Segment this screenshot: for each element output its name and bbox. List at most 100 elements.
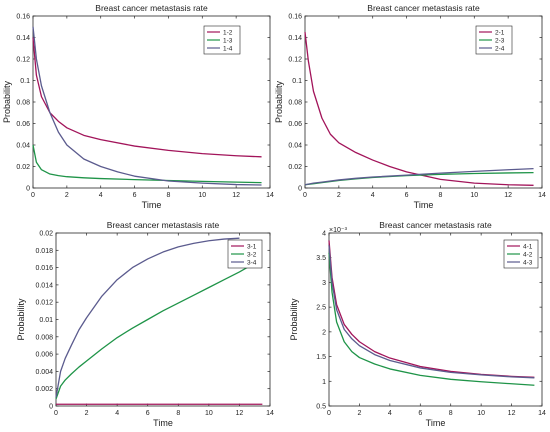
x-tick-label: 0 (31, 192, 35, 199)
y-tick-label: 0.014 (35, 282, 53, 289)
x-tick-label: 6 (146, 410, 150, 417)
y-tick-label: 0.04 (288, 143, 302, 150)
x-axis-label: Time (426, 418, 446, 428)
y-tick-label: 0.16 (288, 14, 302, 21)
y-tick-label: 0.06 (16, 121, 30, 128)
x-tick-label: 12 (236, 410, 244, 417)
y-tick-label: 0.06 (288, 121, 302, 128)
x-tick-label: 2 (85, 410, 89, 417)
x-tick-label: 14 (266, 192, 274, 199)
legend: 2-12-32-4 (475, 25, 513, 55)
y-tick-label: 1.5 (316, 354, 326, 361)
y-tick-label: 3 (322, 280, 326, 287)
y-tick-label: 0.004 (35, 369, 53, 376)
y-tick-label: 0.012 (35, 300, 53, 307)
x-tick-label: 2 (357, 410, 361, 417)
chart-title: Breast cancer metastasis rate (367, 3, 480, 13)
x-tick-label: 10 (205, 410, 213, 417)
x-tick-label: 0 (54, 410, 58, 417)
y-tick-label: 0.002 (35, 386, 53, 393)
y-tick-label: 0.12 (288, 57, 302, 64)
series-line-4-3 (328, 245, 535, 379)
x-tick-label: 6 (405, 192, 409, 199)
x-tick-label: 10 (470, 192, 478, 199)
y-axis-label: Probability (274, 80, 284, 123)
y-tick-label: 0.14 (16, 35, 30, 42)
legend: 3-13-23-4 (227, 239, 263, 269)
x-tick-label: 14 (538, 410, 546, 417)
series-line-3-4 (55, 237, 240, 398)
y-tick-label: 0.5 (316, 404, 326, 411)
legend-label: 3-4 (247, 259, 257, 266)
legend-label: 4-1 (523, 243, 533, 250)
y-tick-label: 0.018 (35, 248, 53, 255)
x-tick-label: 4 (99, 192, 103, 199)
legend: 1-21-31-4 (203, 25, 241, 55)
legend-label: 2-1 (495, 29, 505, 36)
series-line-3-2 (55, 267, 248, 400)
legend: 4-14-24-3 (503, 239, 539, 269)
y-tick-label: 4 (322, 231, 326, 238)
series-line-2-4 (304, 168, 534, 186)
x-tick-label: 2 (337, 192, 341, 199)
x-tick-label: 4 (371, 192, 375, 199)
x-axis-label: Time (414, 200, 434, 210)
series-line-2-1 (304, 32, 534, 186)
y-tick-label: 0.006 (35, 352, 53, 359)
x-tick-label: 0 (303, 192, 307, 199)
x-tick-label: 6 (418, 410, 422, 417)
legend-label: 3-2 (247, 251, 257, 258)
y-tick-label: 0.14 (288, 35, 302, 42)
y-tick-label: 3.5 (316, 255, 326, 262)
x-tick-label: 8 (449, 410, 453, 417)
x-tick-label: 4 (388, 410, 392, 417)
chart-panel-1: Breast cancer metastasis rate 0 2 4 6 8 10 12 14… (2, 3, 274, 210)
y-tick-label: 0.016 (35, 265, 53, 272)
y-tick-label: 0.08 (16, 100, 30, 107)
chart-title: Breast cancer metastasis rate (107, 220, 220, 230)
x-tick-label: 10 (198, 192, 206, 199)
y-tick-label: 0.08 (288, 100, 302, 107)
y-tick-label: 0 (49, 404, 53, 411)
legend-label: 3-1 (247, 243, 257, 250)
y-tick-label: 1 (322, 379, 326, 386)
x-tick-label: 14 (266, 410, 274, 417)
x-tick-label: 0 (327, 410, 331, 417)
y-tick-label: 0.1 (292, 78, 302, 85)
series-line-1-4 (32, 26, 262, 186)
chart-title: Breast cancer metastasis rate (379, 220, 492, 230)
y-tick-label: 0.008 (35, 334, 53, 341)
y-tick-label: 0.02 (16, 164, 30, 171)
y-tick-label: 0 (298, 186, 302, 193)
legend-label: 2-4 (495, 45, 505, 52)
chart-panel-3: Breast cancer metastasis rate 0 2 4 6 8 10 12 14… (16, 220, 274, 428)
x-tick-label: 12 (508, 410, 516, 417)
x-tick-label: 2 (65, 192, 69, 199)
x-axis-label: Time (153, 418, 173, 428)
x-tick-label: 8 (166, 192, 170, 199)
y-tick-label: 0.16 (16, 14, 30, 21)
x-tick-label: 4 (115, 410, 119, 417)
y-axis-label: Probability (2, 80, 12, 123)
series-line-4-2 (328, 252, 535, 386)
x-tick-label: 12 (232, 192, 240, 199)
x-tick-label: 10 (477, 410, 485, 417)
y-scale-note: ×10⁻³ (329, 227, 348, 234)
x-tick-label: 12 (504, 192, 512, 199)
x-tick-label: 14 (538, 192, 546, 199)
y-tick-label: 0.1 (20, 78, 30, 85)
x-tick-label: 8 (438, 192, 442, 199)
y-tick-label: 0.12 (16, 57, 30, 64)
chart-title: Breast cancer metastasis rate (95, 3, 208, 13)
x-axis-label: Time (142, 200, 162, 210)
legend-label: 2-3 (495, 37, 505, 44)
legend-label: 4-2 (523, 251, 533, 258)
y-tick-label: 2 (322, 329, 326, 336)
y-tick-label: 0.02 (39, 231, 53, 238)
y-tick-label: 0.04 (16, 143, 30, 150)
chart-panel-2: Breast cancer metastasis rate 0 2 4 6 8 10 12 14… (274, 3, 546, 210)
x-tick-label: 8 (176, 410, 180, 417)
